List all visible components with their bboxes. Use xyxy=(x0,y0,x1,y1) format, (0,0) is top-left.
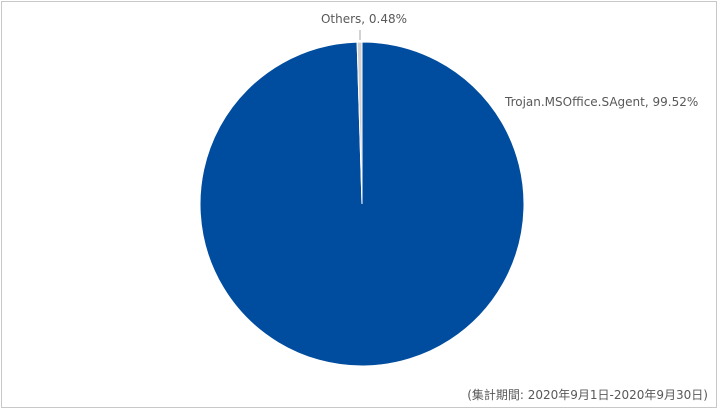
data-label-others: Others, 0.48% xyxy=(321,12,407,26)
pie-slice-others xyxy=(356,41,363,205)
period-footnote: (集計期間: 2020年9月1日-2020年9月30日) xyxy=(467,388,708,402)
data-label-trojan-msoffice-sagent: Trojan.MSOffice.SAgent, 99.52% xyxy=(504,95,698,109)
